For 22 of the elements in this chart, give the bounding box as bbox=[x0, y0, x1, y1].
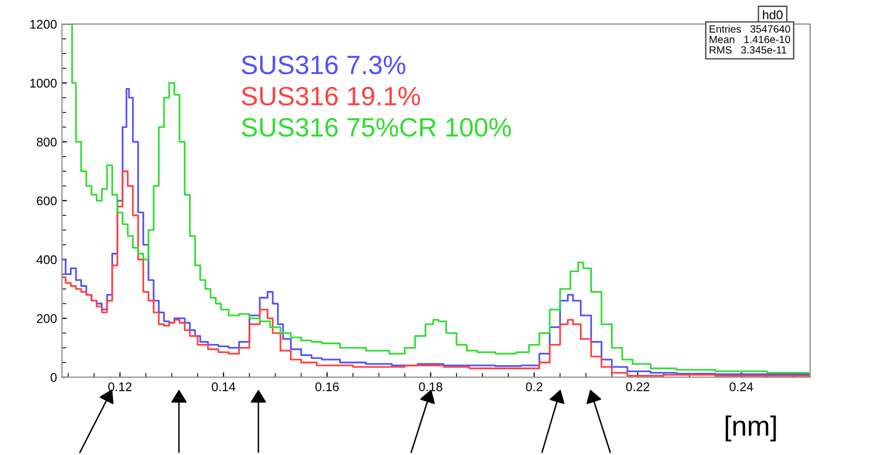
x-tick-label: 0.14 bbox=[212, 382, 236, 392]
x-tick-label: 0.22 bbox=[626, 382, 650, 392]
x-tick-label: 0.24 bbox=[730, 382, 754, 392]
y-tick-label: 800 bbox=[36, 138, 57, 146]
y-tick-label: 0 bbox=[50, 372, 57, 382]
text: SUS316 75%CR 100% bbox=[242, 118, 511, 137]
x-tick-label: 0.2 bbox=[526, 382, 542, 392]
x-tick-label: 0.18 bbox=[418, 382, 442, 392]
x-tick-label: 0.12 bbox=[108, 382, 132, 392]
annotation: Entries 3547640 bbox=[710, 25, 790, 33]
y-tick-label: 400 bbox=[36, 255, 57, 264]
text: SUS316 7.3% bbox=[242, 56, 406, 74]
text: hd0 bbox=[763, 10, 783, 20]
y-tick-label: 1000 bbox=[30, 78, 57, 88]
x-axis-title: [nm] bbox=[726, 415, 776, 442]
y-tick-label: 1200 bbox=[30, 20, 57, 29]
annotation: Mean 1.416e-10 bbox=[710, 36, 790, 44]
x-tick-label: 0.16 bbox=[315, 382, 339, 392]
y-tick-label: 200 bbox=[36, 314, 57, 323]
text: SUS316 19.1% bbox=[242, 86, 420, 106]
annotation: RMS 3.345e-11 bbox=[710, 46, 786, 54]
y-tick-label: 600 bbox=[36, 196, 57, 206]
